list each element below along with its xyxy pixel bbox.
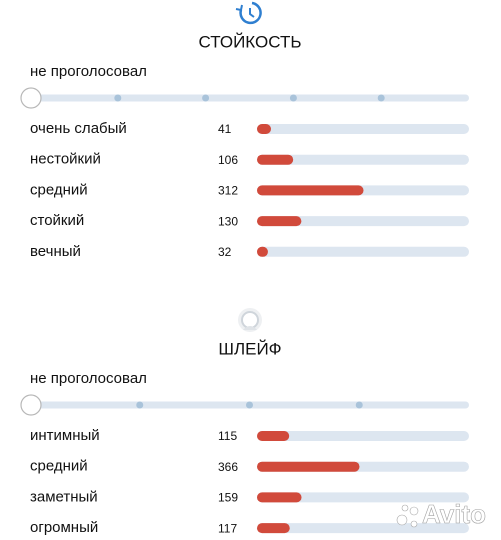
- row-label: нестойкий: [30, 151, 101, 168]
- bar: [257, 246, 268, 257]
- bar: [257, 216, 302, 227]
- row-count: 32: [218, 245, 232, 259]
- slider-knob[interactable]: [20, 394, 42, 416]
- watermark-text: Avito: [422, 499, 486, 529]
- bar: [257, 185, 364, 196]
- bar-track: [257, 431, 469, 441]
- slider-knob[interactable]: [20, 87, 42, 109]
- section-title: ШЛЕЙФ: [218, 339, 281, 358]
- bar: [257, 461, 360, 472]
- row-count: 312: [218, 184, 238, 198]
- row-count: 106: [218, 153, 238, 167]
- slider-dot: [114, 94, 122, 102]
- slider-dot: [136, 401, 144, 409]
- row-count: 117: [218, 521, 237, 535]
- row-label: средний: [30, 458, 88, 475]
- sillage-icon: [238, 308, 262, 332]
- slider-dot: [202, 94, 210, 102]
- vote-status: не проголосовал: [30, 370, 147, 387]
- section-title: СТОЙКОСТЬ: [199, 32, 302, 51]
- slider-dot: [289, 94, 297, 102]
- bar: [257, 431, 290, 441]
- row-label: средний: [30, 181, 88, 198]
- row-count: 115: [218, 429, 237, 443]
- vote-status: не проголосовал: [30, 63, 147, 80]
- watermark: Avito: [396, 499, 486, 529]
- bar-track: [257, 246, 469, 257]
- row-label: очень слабый: [30, 120, 127, 137]
- row-count: 159: [218, 491, 238, 505]
- row-count: 366: [218, 460, 238, 474]
- row-count: 41: [218, 122, 232, 136]
- bar: [257, 124, 271, 134]
- bar-track: [257, 124, 469, 134]
- bar: [257, 154, 294, 165]
- bar-track: [257, 216, 469, 227]
- bar: [257, 523, 290, 534]
- bar: [257, 492, 302, 503]
- row-label: интимный: [30, 427, 100, 444]
- bar-track: [257, 154, 469, 165]
- row-label: заметный: [30, 488, 98, 505]
- row-label: стойкий: [30, 212, 84, 229]
- slider-dot: [355, 401, 363, 409]
- row-label: вечный: [30, 243, 81, 260]
- bar-track: [257, 492, 469, 503]
- row-label: огромный: [30, 519, 98, 536]
- slider-dot: [377, 94, 385, 102]
- longevity-icon: [235, 1, 262, 25]
- row-count: 130: [218, 214, 238, 228]
- slider-track: [30, 94, 469, 102]
- slider-dot: [246, 401, 253, 409]
